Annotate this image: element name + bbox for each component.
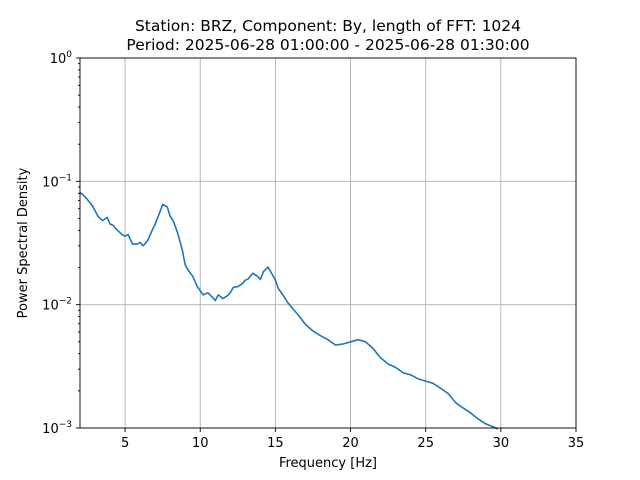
y-tick-label: 10−3 [42,420,72,437]
x-tick-label: 5 [121,436,129,451]
chart-title-line1: Station: BRZ, Component: By, length of F… [135,17,521,35]
y-tick-label-base: 10 [42,422,59,437]
y-tick-label-base: 10 [42,299,59,314]
x-axis-label: Frequency [Hz] [279,456,377,471]
x-tick-label: 35 [568,436,585,451]
data-series [79,191,499,430]
x-axis-ticks: 5 10 15 20 25 30 35 [121,428,584,451]
plot-frame [79,57,577,429]
y-axis-label: Power Spectral Density [16,167,31,318]
x-tick-label: 15 [267,436,284,451]
y-tick-label: 10−2 [42,297,72,314]
y-tick-label-exponent: 0 [66,50,72,60]
y-tick-label: 100 [50,50,73,67]
x-tick-label: 20 [342,436,359,451]
y-tick-label-exponent: −1 [59,173,72,183]
x-tick-label: 10 [192,436,209,451]
x-tick-label: 30 [493,436,510,451]
y-tick-label: 10−1 [42,173,72,190]
y-tick-label-base: 10 [50,52,67,67]
x-tick-label: 25 [417,436,434,451]
psd-series-line [79,191,499,430]
y-tick-label-base: 10 [42,175,59,190]
y-tick-label-exponent: −2 [59,297,72,307]
chart-title-line2: Period: 2025-06-28 01:00:00 - 2025-06-28… [126,36,529,54]
y-tick-label-exponent: −3 [59,420,72,430]
